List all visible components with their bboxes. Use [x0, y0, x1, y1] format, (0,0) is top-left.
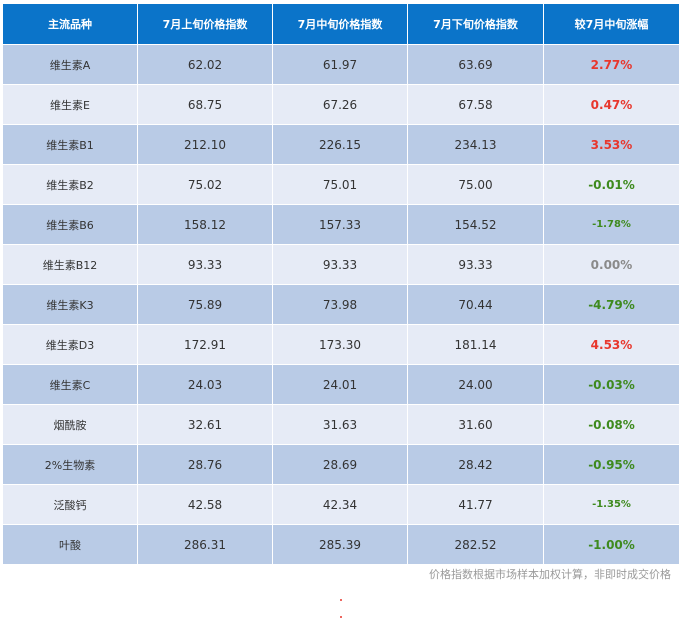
change-cell: 3.53% — [543, 124, 680, 165]
mid-july-cell: 31.63 — [272, 404, 408, 445]
header-change: 较7月中旬涨幅 — [543, 3, 680, 45]
decorative-dot — [340, 599, 342, 601]
late-july-cell: 70.44 — [407, 284, 544, 325]
early-july-cell: 75.02 — [137, 164, 273, 205]
early-july-cell: 28.76 — [137, 444, 273, 485]
table-body: 维生素A 62.02 61.97 63.69 2.77% 维生素E 68.75 67.26 67… — [2, 44, 680, 565]
late-july-cell: 282.52 — [407, 524, 544, 565]
late-july-cell: 75.00 — [407, 164, 544, 205]
variety-cell: 烟酰胺 — [2, 404, 138, 445]
late-july-cell: 181.14 — [407, 324, 544, 365]
late-july-cell: 41.77 — [407, 484, 544, 525]
early-july-cell: 158.12 — [137, 204, 273, 245]
mid-july-cell: 157.33 — [272, 204, 408, 245]
mid-july-cell: 226.15 — [272, 124, 408, 165]
early-july-cell: 68.75 — [137, 84, 273, 125]
variety-cell: 维生素B2 — [2, 164, 138, 205]
early-july-cell: 286.31 — [137, 524, 273, 565]
table-row: 维生素B12 93.33 93.33 93.33 0.00% — [2, 244, 680, 285]
mid-july-cell: 61.97 — [272, 44, 408, 85]
mid-july-cell: 285.39 — [272, 524, 408, 565]
change-cell: 0.47% — [543, 84, 680, 125]
variety-cell: 维生素B6 — [2, 204, 138, 245]
change-cell: -0.03% — [543, 364, 680, 405]
table-row: 叶酸 286.31 285.39 282.52 -1.00% — [2, 524, 680, 565]
variety-cell: 2%生物素 — [2, 444, 138, 485]
table-row: 维生素A 62.02 61.97 63.69 2.77% — [2, 44, 680, 85]
early-july-cell: 42.58 — [137, 484, 273, 525]
late-july-cell: 93.33 — [407, 244, 544, 285]
change-cell: 0.00% — [543, 244, 680, 285]
change-cell: -0.01% — [543, 164, 680, 205]
change-cell: 2.77% — [543, 44, 680, 85]
early-july-cell: 172.91 — [137, 324, 273, 365]
early-july-cell: 93.33 — [137, 244, 273, 285]
variety-cell: 维生素C — [2, 364, 138, 405]
table-row: 维生素B2 75.02 75.01 75.00 -0.01% — [2, 164, 680, 205]
footnote: 价格指数根据市场样本加权计算，非即时成交价格 — [429, 568, 671, 581]
table-row: 维生素E 68.75 67.26 67.58 0.47% — [2, 84, 680, 125]
variety-cell: 维生素D3 — [2, 324, 138, 365]
header-variety: 主流品种 — [2, 3, 138, 45]
mid-july-cell: 73.98 — [272, 284, 408, 325]
variety-cell: 维生素B12 — [2, 244, 138, 285]
header-mid-july: 7月中旬价格指数 — [272, 3, 408, 45]
variety-cell: 维生素K3 — [2, 284, 138, 325]
mid-july-cell: 93.33 — [272, 244, 408, 285]
early-july-cell: 62.02 — [137, 44, 273, 85]
late-july-cell: 154.52 — [407, 204, 544, 245]
mid-july-cell: 75.01 — [272, 164, 408, 205]
change-cell: -1.00% — [543, 524, 680, 565]
variety-cell: 维生素A — [2, 44, 138, 85]
change-cell: -1.78% — [543, 204, 680, 245]
late-july-cell: 63.69 — [407, 44, 544, 85]
late-july-cell: 31.60 — [407, 404, 544, 445]
price-index-table: 主流品种 7月上旬价格指数 7月中旬价格指数 7月下旬价格指数 较7月中旬涨幅 … — [2, 3, 680, 565]
late-july-cell: 24.00 — [407, 364, 544, 405]
mid-july-cell: 42.34 — [272, 484, 408, 525]
table-row: 维生素B6 158.12 157.33 154.52 -1.78% — [2, 204, 680, 245]
early-july-cell: 32.61 — [137, 404, 273, 445]
change-cell: -0.95% — [543, 444, 680, 485]
early-july-cell: 24.03 — [137, 364, 273, 405]
variety-cell: 维生素E — [2, 84, 138, 125]
late-july-cell: 67.58 — [407, 84, 544, 125]
variety-cell: 维生素B1 — [2, 124, 138, 165]
mid-july-cell: 173.30 — [272, 324, 408, 365]
table-row: 烟酰胺 32.61 31.63 31.60 -0.08% — [2, 404, 680, 445]
table-row: 维生素D3 172.91 173.30 181.14 4.53% — [2, 324, 680, 365]
change-cell: -0.08% — [543, 404, 680, 445]
mid-july-cell: 67.26 — [272, 84, 408, 125]
change-cell: -4.79% — [543, 284, 680, 325]
early-july-cell: 212.10 — [137, 124, 273, 165]
variety-cell: 叶酸 — [2, 524, 138, 565]
early-july-cell: 75.89 — [137, 284, 273, 325]
table-row: 2%生物素 28.76 28.69 28.42 -0.95% — [2, 444, 680, 485]
late-july-cell: 28.42 — [407, 444, 544, 485]
late-july-cell: 234.13 — [407, 124, 544, 165]
change-cell: -1.35% — [543, 484, 680, 525]
mid-july-cell: 28.69 — [272, 444, 408, 485]
table-row: 维生素K3 75.89 73.98 70.44 -4.79% — [2, 284, 680, 325]
change-cell: 4.53% — [543, 324, 680, 365]
decorative-dot — [340, 616, 342, 618]
table-row: 维生素C 24.03 24.01 24.00 -0.03% — [2, 364, 680, 405]
header-row: 主流品种 7月上旬价格指数 7月中旬价格指数 7月下旬价格指数 较7月中旬涨幅 — [2, 3, 680, 45]
table-row: 维生素B1 212.10 226.15 234.13 3.53% — [2, 124, 680, 165]
mid-july-cell: 24.01 — [272, 364, 408, 405]
header-late-july: 7月下旬价格指数 — [407, 3, 544, 45]
table-row: 泛酸钙 42.58 42.34 41.77 -1.35% — [2, 484, 680, 525]
header-early-july: 7月上旬价格指数 — [137, 3, 273, 45]
variety-cell: 泛酸钙 — [2, 484, 138, 525]
